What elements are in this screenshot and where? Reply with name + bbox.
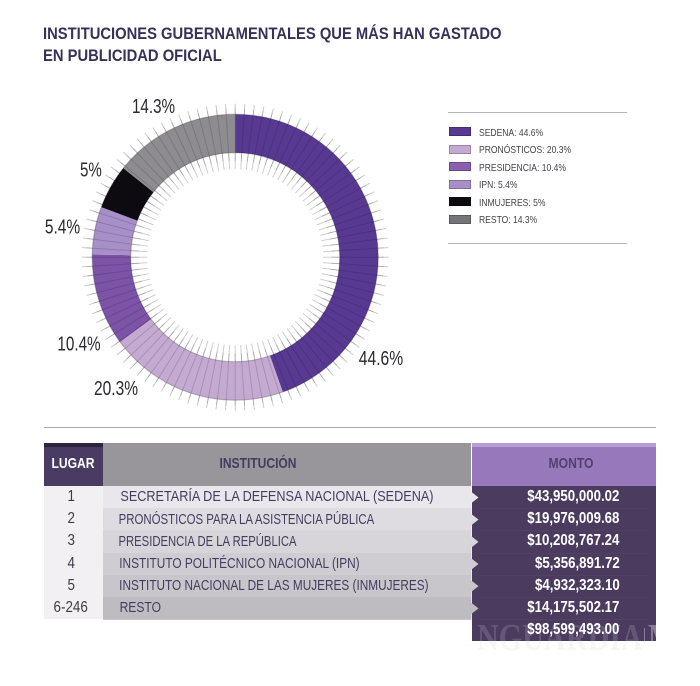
svg-text:5.4%: 5.4% xyxy=(45,215,80,238)
svg-text:5%: 5% xyxy=(80,158,102,181)
svg-text:14.3%: 14.3% xyxy=(132,95,175,118)
svg-text:10.4%: 10.4% xyxy=(57,333,100,356)
svg-text:20.3%: 20.3% xyxy=(94,377,138,400)
svg-text:44.6%: 44.6% xyxy=(359,347,403,370)
